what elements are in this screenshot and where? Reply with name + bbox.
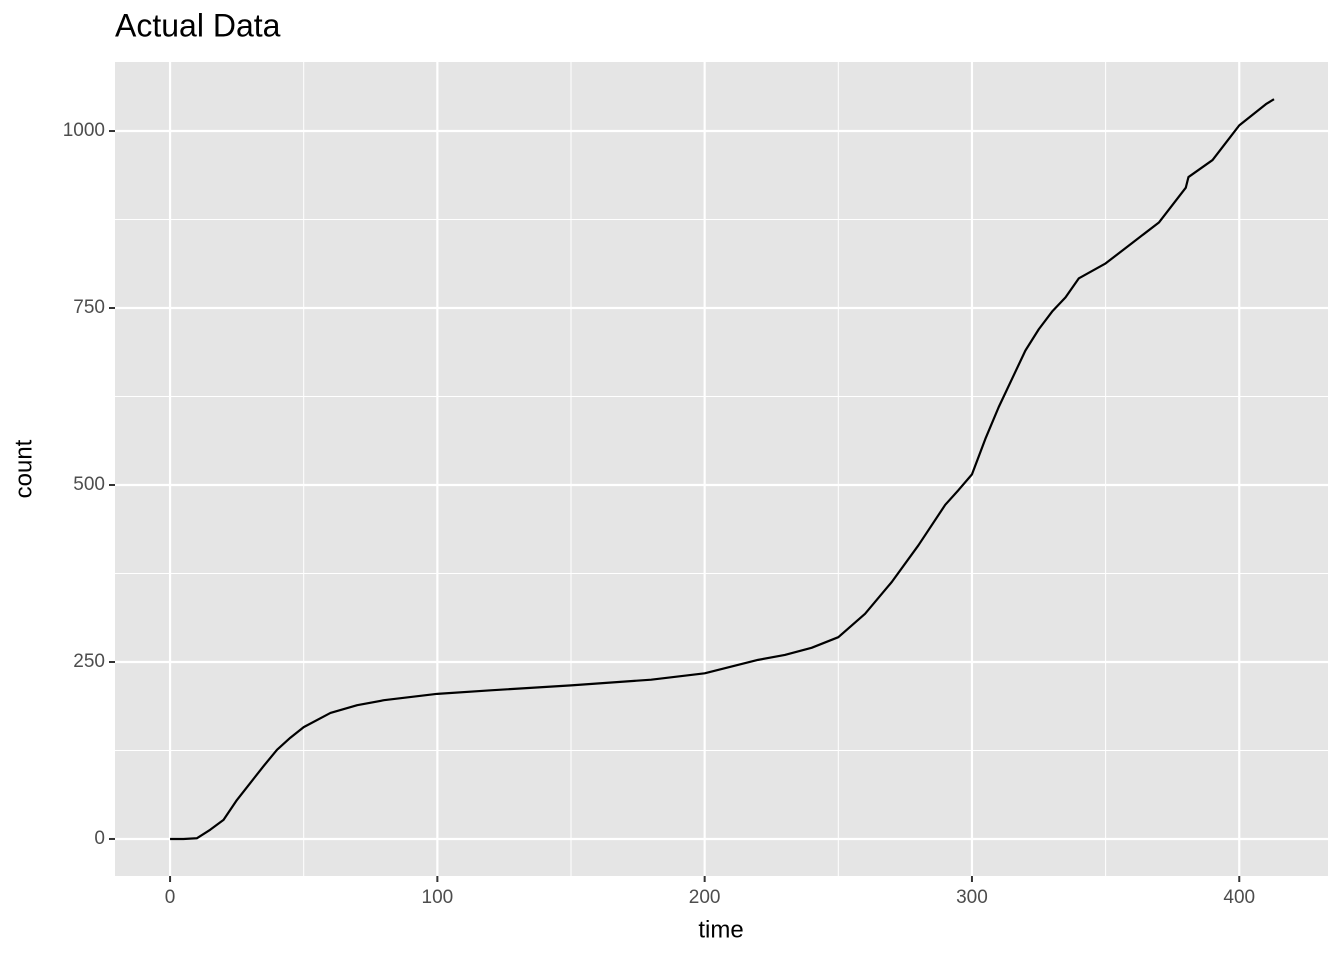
x-tick-label: 100 (422, 887, 454, 908)
y-axis-label: count (10, 439, 37, 498)
chart-title: Actual Data (115, 7, 281, 43)
x-tick-label: 200 (689, 887, 721, 908)
y-tick-label: 0 (94, 828, 105, 849)
x-axis-label: time (698, 916, 743, 943)
x-tick-label: 300 (956, 887, 988, 908)
y-tick-label: 250 (73, 651, 105, 672)
x-tick-label: 0 (165, 887, 176, 908)
x-tick-label: 400 (1223, 887, 1255, 908)
panel (115, 62, 1328, 876)
y-tick-label: 1000 (63, 120, 105, 141)
y-tick-label: 750 (73, 297, 105, 318)
y-tick-label: 500 (73, 474, 105, 495)
data-line (170, 98, 1275, 841)
